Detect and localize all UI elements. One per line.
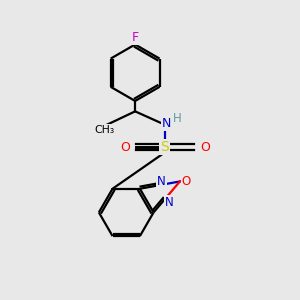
Text: O: O xyxy=(182,175,191,188)
Text: N: N xyxy=(165,196,173,208)
Text: N: N xyxy=(162,117,171,130)
Text: O: O xyxy=(200,140,210,154)
Text: F: F xyxy=(132,31,139,44)
Text: O: O xyxy=(120,140,130,154)
Text: S: S xyxy=(160,140,169,154)
Text: H: H xyxy=(173,112,182,125)
Text: N: N xyxy=(157,176,166,188)
Text: CH₃: CH₃ xyxy=(94,125,115,135)
